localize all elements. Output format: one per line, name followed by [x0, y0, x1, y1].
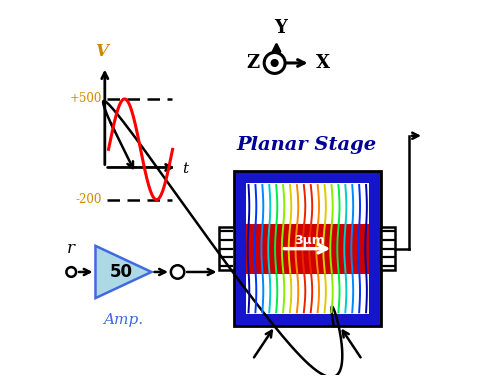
- Text: X: X: [316, 54, 330, 72]
- Bar: [234, 171, 381, 326]
- Bar: [246, 183, 369, 314]
- Text: 3μm: 3μm: [294, 234, 325, 247]
- Bar: [219, 227, 234, 270]
- Text: Y: Y: [274, 19, 287, 37]
- Circle shape: [67, 267, 76, 277]
- Text: V: V: [94, 43, 107, 60]
- Text: Z: Z: [247, 54, 260, 72]
- Text: Amp.: Amp.: [103, 313, 144, 327]
- Text: r: r: [67, 240, 75, 257]
- Circle shape: [271, 60, 278, 66]
- Circle shape: [171, 265, 184, 279]
- Bar: [381, 227, 395, 270]
- Text: +500: +500: [70, 92, 102, 105]
- Text: -200: -200: [76, 193, 102, 206]
- Circle shape: [264, 53, 285, 73]
- Bar: [246, 224, 369, 273]
- Text: Planar Stage: Planar Stage: [236, 136, 376, 154]
- Text: t: t: [182, 162, 188, 176]
- Polygon shape: [95, 246, 152, 298]
- Text: 50: 50: [110, 263, 133, 281]
